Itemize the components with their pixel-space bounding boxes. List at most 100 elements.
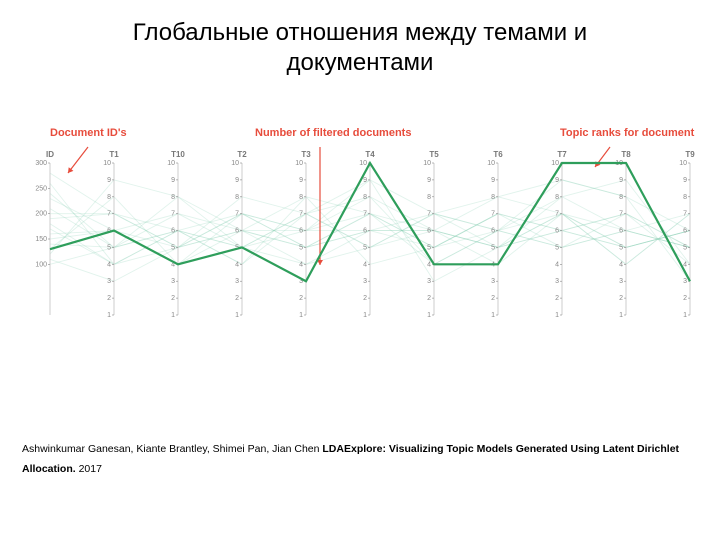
axis-tick-label: 5	[619, 244, 623, 251]
axis-tick-label: 2	[427, 295, 431, 302]
axis-tick-label: 7	[107, 211, 111, 218]
axis-tick-label: 6	[555, 228, 559, 235]
axis-tick-label: 1	[235, 312, 239, 319]
axis-tick-label: 9	[171, 177, 175, 184]
axis-tick-label: 1	[107, 312, 111, 319]
axis-tick-label: 5	[427, 244, 431, 251]
annotation-num-filtered: Number of filtered documents	[255, 127, 411, 139]
axis-tick-label: 7	[555, 211, 559, 218]
axis-tick-label: 2	[235, 295, 239, 302]
axis-tick-label: 2	[619, 295, 623, 302]
axis-tick-label: 9	[363, 177, 367, 184]
axis-tick-label: 3	[427, 278, 431, 285]
axis-tick-label: 250	[35, 185, 47, 192]
chart-svg: ID300250200150100T110987654321T101098765…	[20, 145, 700, 345]
axis-label: T3	[301, 150, 311, 159]
axis-tick-label: 10	[679, 160, 687, 167]
axis-tick-label: 4	[235, 261, 239, 268]
axis-tick-label: 8	[363, 194, 367, 201]
annotation-topic-ranks: Topic ranks for document	[560, 127, 694, 139]
axis-tick-label: 2	[171, 295, 175, 302]
axis-tick-label: 8	[619, 194, 623, 201]
axis-tick-label: 5	[683, 244, 687, 251]
axis-tick-label: 8	[427, 194, 431, 201]
axis-label: T2	[237, 150, 247, 159]
axis-tick-label: 3	[683, 278, 687, 285]
axis-tick-label: 5	[299, 244, 303, 251]
slide-title: Глобальные отношения между темами и доку…	[0, 0, 720, 78]
axis-tick-label: 3	[107, 278, 111, 285]
axis-tick-label: 200	[35, 211, 47, 218]
axis-tick-label: 6	[619, 228, 623, 235]
axis-tick-label: 5	[171, 244, 175, 251]
axis-tick-label: 5	[555, 244, 559, 251]
axis-label: T4	[365, 150, 375, 159]
axis-tick-label: 9	[299, 177, 303, 184]
axis-tick-label: 9	[427, 177, 431, 184]
axis-tick-label: 6	[235, 228, 239, 235]
axis-label: T1	[109, 150, 119, 159]
axis-tick-label: 2	[555, 295, 559, 302]
axis-label: T10	[171, 150, 185, 159]
axis-tick-label: 8	[107, 194, 111, 201]
axis-tick-label: 8	[299, 194, 303, 201]
axis-tick-label: 100	[35, 261, 47, 268]
axis-tick-label: 2	[363, 295, 367, 302]
axis-tick-label: 9	[235, 177, 239, 184]
axis-tick-label: 5	[491, 244, 495, 251]
axis-tick-label: 9	[555, 177, 559, 184]
axis-tick-label: 9	[683, 177, 687, 184]
axis-tick-label: 6	[363, 228, 367, 235]
axis-label: T7	[557, 150, 567, 159]
axis-tick-label: 10	[231, 160, 239, 167]
axis-tick-label: 3	[363, 278, 367, 285]
axis-tick-label: 3	[171, 278, 175, 285]
axis-tick-label: 7	[299, 211, 303, 218]
axis-tick-label: 1	[171, 312, 175, 319]
axis-tick-label: 4	[427, 261, 431, 268]
axis-tick-label: 7	[619, 211, 623, 218]
axis-tick-label: 4	[619, 261, 623, 268]
axis-tick-label: 6	[299, 228, 303, 235]
axis-tick-label: 10	[295, 160, 303, 167]
axis-tick-label: 10	[423, 160, 431, 167]
axis-tick-label: 7	[427, 211, 431, 218]
axis-tick-label: 2	[107, 295, 111, 302]
axis-tick-label: 4	[299, 261, 303, 268]
axis-tick-label: 4	[555, 261, 559, 268]
parallel-coordinates-chart: Document ID's Number of filtered documen…	[20, 145, 700, 345]
axis-tick-label: 6	[683, 228, 687, 235]
axis-tick-label: 7	[235, 211, 239, 218]
axis-tick-label: 3	[491, 278, 495, 285]
axis-tick-label: 150	[35, 236, 47, 243]
axis-tick-label: 300	[35, 160, 47, 167]
axis-label: T5	[429, 150, 439, 159]
citation: Ashwinkumar Ganesan, Kiante Brantley, Sh…	[22, 440, 698, 480]
axis-tick-label: 2	[683, 295, 687, 302]
axis-tick-label: 10	[167, 160, 175, 167]
citation-year: 2017	[79, 463, 102, 475]
axis-tick-label: 7	[491, 211, 495, 218]
axis-tick-label: 7	[683, 211, 687, 218]
axis-tick-label: 9	[491, 177, 495, 184]
axis-tick-label: 10	[359, 160, 367, 167]
axis-label: T9	[685, 150, 695, 159]
axis-tick-label: 8	[491, 194, 495, 201]
axis-tick-label: 4	[363, 261, 367, 268]
axis-label: T8	[621, 150, 631, 159]
axis-tick-label: 3	[235, 278, 239, 285]
axis-tick-label: 1	[555, 312, 559, 319]
axis-tick-label: 1	[619, 312, 623, 319]
axis-tick-label: 9	[619, 177, 623, 184]
axis-tick-label: 10	[103, 160, 111, 167]
annotation-arrowhead	[68, 167, 73, 173]
axis-tick-label: 2	[299, 295, 303, 302]
citation-authors: Ashwinkumar Ganesan, Kiante Brantley, Sh…	[22, 443, 322, 455]
axis-tick-label: 9	[107, 177, 111, 184]
axis-tick-label: 6	[171, 228, 175, 235]
axis-tick-label: 1	[491, 312, 495, 319]
axis-tick-label: 1	[427, 312, 431, 319]
axis-tick-label: 7	[363, 211, 367, 218]
axis-tick-label: 10	[551, 160, 559, 167]
axis-tick-label: 2	[491, 295, 495, 302]
